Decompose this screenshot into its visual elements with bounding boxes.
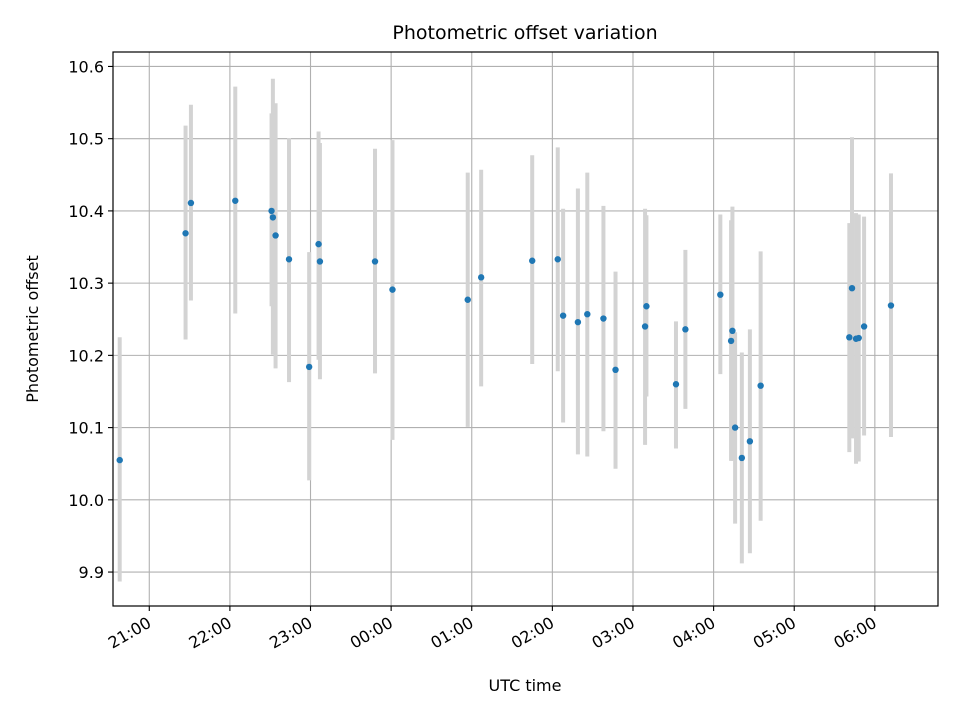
data-point xyxy=(746,438,754,445)
data-point xyxy=(232,197,239,204)
data-point xyxy=(574,318,582,326)
data-point xyxy=(477,274,485,281)
data-point xyxy=(316,258,324,265)
data-point xyxy=(464,296,471,303)
data-point xyxy=(269,214,277,221)
y-tick-label: 10.4 xyxy=(68,202,104,221)
x-axis-label: UTC time xyxy=(489,676,562,695)
data-point xyxy=(584,310,591,318)
data-point xyxy=(855,334,862,342)
y-gridlines xyxy=(113,65,938,573)
data-point xyxy=(272,232,279,239)
data-point xyxy=(887,302,895,309)
data-point xyxy=(848,284,856,292)
data-point xyxy=(315,240,322,248)
data-point xyxy=(641,323,649,330)
plot-frame xyxy=(112,51,939,607)
data-point xyxy=(757,382,764,389)
data-point xyxy=(643,303,650,310)
data-point xyxy=(846,334,853,341)
data-point xyxy=(682,326,689,333)
data-point xyxy=(182,230,189,237)
y-axis-ticks: 9.9 10.0 10.1 10.2 10.3 10.4 10.5 10.6 xyxy=(68,57,113,582)
data-point xyxy=(612,366,619,374)
data-point xyxy=(116,456,123,464)
y-tick-label: 9.9 xyxy=(79,563,104,582)
data-point xyxy=(727,337,735,345)
y-tick-label: 10.6 xyxy=(68,57,104,76)
y-tick-label: 10.3 xyxy=(68,274,104,293)
data-point xyxy=(672,381,680,388)
y-tick-label: 10.0 xyxy=(68,491,104,510)
data-point xyxy=(305,363,313,371)
data-point xyxy=(600,315,607,322)
y-axis-label: Photometric offset xyxy=(23,255,42,403)
y-tick-label: 10.2 xyxy=(68,346,104,365)
data-point xyxy=(717,291,724,298)
data-point xyxy=(731,424,739,431)
data-point xyxy=(268,207,275,215)
data-point xyxy=(187,199,195,207)
data-point xyxy=(738,454,746,462)
data-point xyxy=(860,323,868,330)
chart-title: Photometric offset variation xyxy=(392,22,657,44)
data-point xyxy=(285,256,293,263)
data-point xyxy=(371,258,379,265)
y-tick-label: 10.5 xyxy=(68,130,104,149)
y-tick-label: 10.1 xyxy=(68,419,104,438)
data-point xyxy=(729,327,736,335)
data-point xyxy=(559,312,567,319)
data-points xyxy=(116,197,895,464)
data-point xyxy=(529,257,536,264)
data-point xyxy=(389,286,396,293)
data-point xyxy=(554,256,561,263)
